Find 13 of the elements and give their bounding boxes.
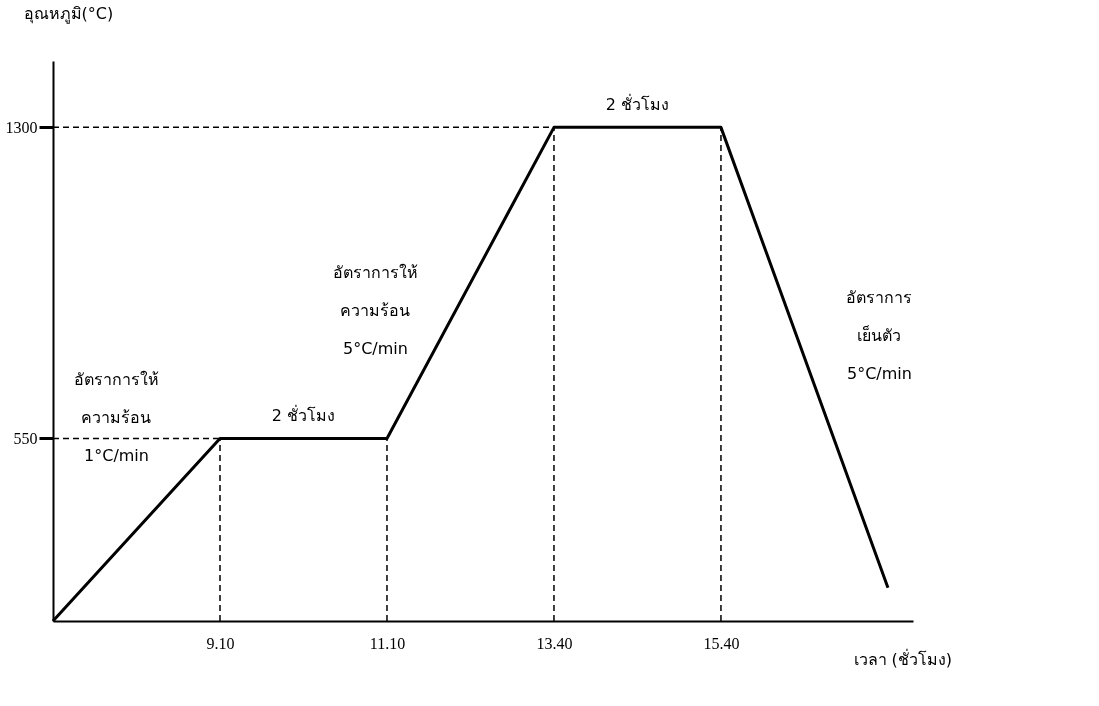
y-tick-label: 550 (13, 429, 38, 447)
annotation: อัตราการให้ ความร้อน 1°C/min (74, 369, 159, 465)
x-axis-title: เวลา (ชั่วโมง) (853, 647, 953, 669)
annotation: อัตราการ เย็นตัว 5°C/min (846, 287, 913, 383)
x-tick-label: 15.40 (703, 634, 740, 652)
x-tick-label: 13.40 (536, 634, 573, 652)
x-tick-label: 9.10 (206, 634, 235, 652)
x-tick-label: 11.10 (369, 634, 406, 652)
annotation: อัตราการให้ ความร้อน 5°C/min (332, 262, 418, 358)
annotation: 2 ชั่วโมง (605, 93, 670, 115)
y-axis-title: อุณหภูมิ(°C) (23, 3, 114, 24)
y-tick-label: 1300 (5, 118, 38, 136)
annotation: 2 ชั่วโมง (271, 404, 336, 426)
